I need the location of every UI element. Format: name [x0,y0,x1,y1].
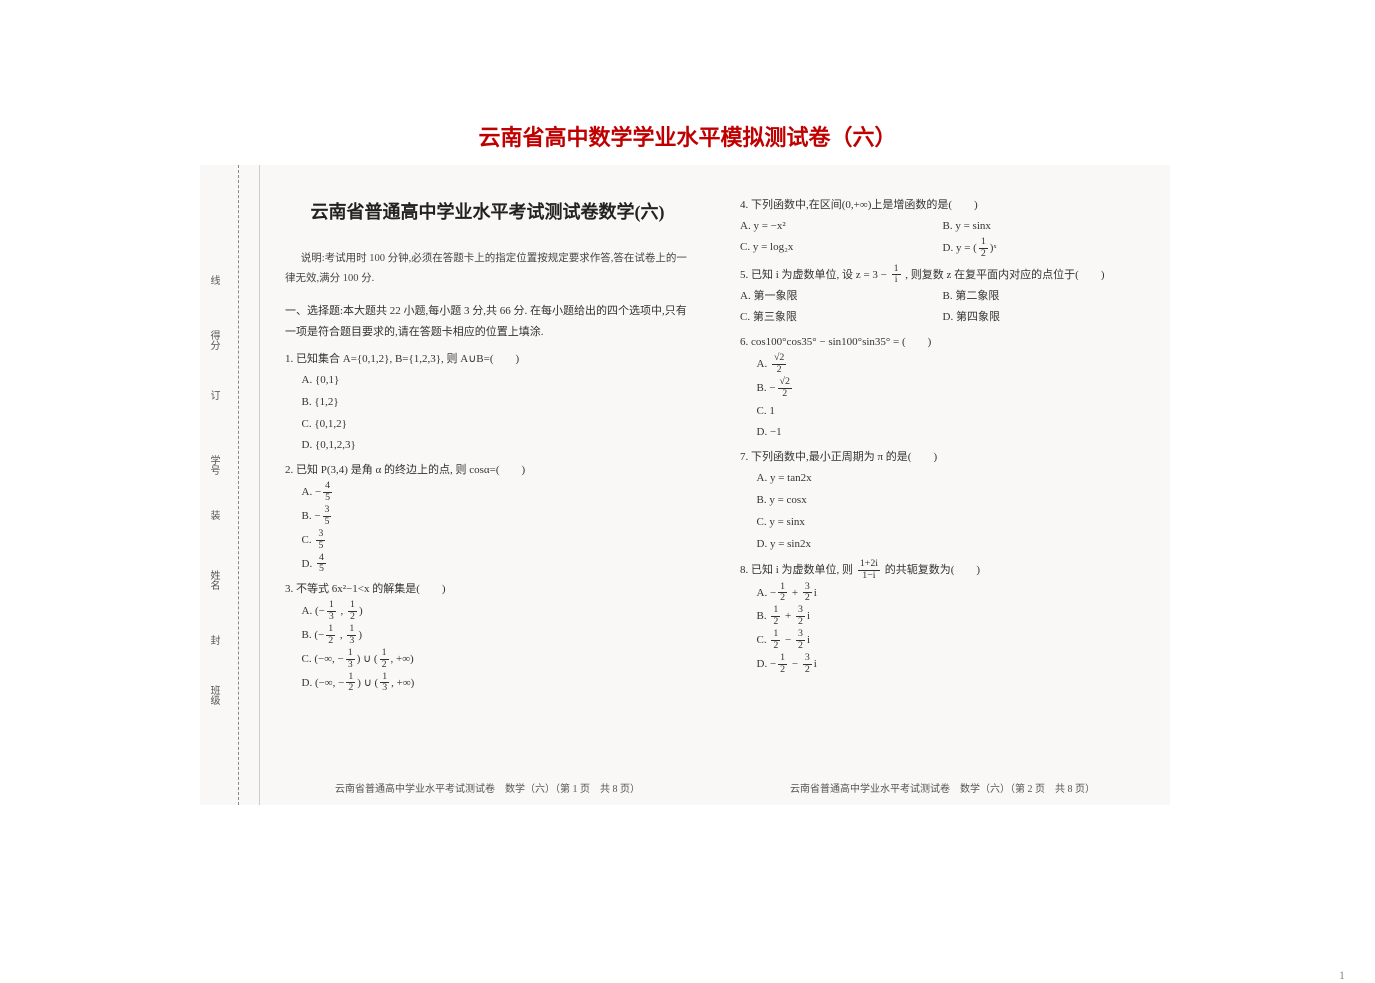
question-4: 4. 下列函数中,在区间(0,+∞)上是增函数的是( ) A. y = −x² … [740,195,1145,260]
section-1-head: 一、选择题:本大题共 22 小题,每小题 3 分,共 66 分. 在每小题给出的… [285,301,690,343]
q4-opt-b: B. y = sinx [943,216,1146,237]
left-footer: 云南省普通高中学业水平考试测试卷 数学（六）（第 1 页 共 8 页） [260,780,715,799]
q3-opt-d: D. (−∞, −12) ∪ (13, +∞) [302,672,691,695]
q1-opt-a: A. {0,1} [302,370,691,391]
main-title: 云南省高中数学学业水平模拟测试卷（六） [0,0,1375,152]
q7-opt-b: B. y = cosx [757,490,1146,511]
q8-opt-b: B. 12 + 32i [757,605,1146,628]
q8-opt-c: C. 12 − 32i [757,629,1146,652]
q1-stem: 1. 已知集合 A={0,1,2}, B={1,2,3}, 则 A∪B=( ) [285,349,690,370]
q6-opt-b: B. −√22 [757,377,1146,400]
left-page: 云南省普通高中学业水平考试测试卷数学(六) 说明:考试用时 100 分钟,必须在… [260,165,715,805]
question-5: 5. 已知 i 为虚数单位, 设 z = 3 − 1i , 则复数 z 在复平面… [740,264,1145,329]
q2-opt-a: A. −45 [302,481,691,504]
binding-label: 线 [206,275,221,285]
binding-label: 装 [206,510,221,520]
right-page: 4. 下列函数中,在区间(0,+∞)上是增函数的是( ) A. y = −x² … [715,165,1170,805]
q5-opt-a: A. 第一象限 [740,286,943,307]
binding-margin: 线 得分 订 学号 装 姓名 封 班级 [200,165,260,805]
question-6: 6. cos100°cos35° − sin100°sin35° = ( ) A… [740,332,1145,443]
paper-title: 云南省普通高中学业水平考试测试卷数学(六) [285,195,690,229]
binding-dashed-line [238,165,239,805]
q5-stem: 5. 已知 i 为虚数单位, 设 z = 3 − 1i , 则复数 z 在复平面… [740,264,1145,287]
q5-opt-c: C. 第三象限 [740,307,943,328]
q7-opt-a: A. y = tan2x [757,468,1146,489]
q1-opt-d: D. {0,1,2,3} [302,435,691,456]
binding-label: 订 [206,390,221,400]
q7-stem: 7. 下列函数中,最小正周期为 π 的是( ) [740,447,1145,468]
binding-label: 封 [206,635,221,645]
q2-stem: 2. 已知 P(3,4) 是角 α 的终边上的点, 则 cosα=( ) [285,460,690,481]
q6-stem: 6. cos100°cos35° − sin100°sin35° = ( ) [740,332,1145,353]
q3-opt-a: A. (−13 , 12) [302,600,691,623]
q6-opt-d: D. −1 [757,422,1146,443]
binding-label: 姓名 [206,570,221,590]
q7-opt-c: C. y = sinx [757,512,1146,533]
q8-opt-d: D. −12 − 32i [757,653,1146,676]
q5-opt-d: D. 第四象限 [943,307,1146,328]
q3-stem: 3. 不等式 6x²−1<x 的解集是( ) [285,579,690,600]
instructions: 说明:考试用时 100 分钟,必须在答题卡上的指定位置按规定要求作答,答在试卷上… [285,249,690,289]
q4-opt-d: D. y = (12)ˣ [943,237,1146,260]
question-7: 7. 下列函数中,最小正周期为 π 的是( ) A. y = tan2x B. … [740,447,1145,554]
q2-opt-d: D. 45 [302,553,691,576]
q1-opt-b: B. {1,2} [302,392,691,413]
q4-stem: 4. 下列函数中,在区间(0,+∞)上是增函数的是( ) [740,195,1145,216]
binding-label: 得分 [206,330,221,350]
q6-opt-c: C. 1 [757,401,1146,422]
q8-stem: 8. 已知 i 为虚数单位, 则 1+2i1−i 的共轭复数为( ) [740,559,1145,582]
q2-opt-b: B. −35 [302,505,691,528]
q3-opt-c: C. (−∞, −13) ∪ (12, +∞) [302,648,691,671]
q8-opt-a: A. −12 + 32i [757,582,1146,605]
paper-scan: 线 得分 订 学号 装 姓名 封 班级 云南省普通高中学业水平考试测试卷数学(六… [200,165,1170,805]
q7-opt-d: D. y = sin2x [757,534,1146,555]
binding-label: 班级 [206,685,221,705]
page-number: 1 [1339,968,1345,983]
q4-opt-c: C. y = log₂x [740,237,943,260]
question-8: 8. 已知 i 为虚数单位, 则 1+2i1−i 的共轭复数为( ) A. −1… [740,559,1145,676]
q3-opt-b: B. (−12 , 13) [302,624,691,647]
q5-opt-b: B. 第二象限 [943,286,1146,307]
question-2: 2. 已知 P(3,4) 是角 α 的终边上的点, 则 cosα=( ) A. … [285,460,690,575]
right-footer: 云南省普通高中学业水平考试测试卷 数学（六）（第 2 页 共 8 页） [715,780,1170,799]
q6-opt-a: A. √22 [757,353,1146,376]
binding-label: 学号 [206,455,221,475]
q1-opt-c: C. {0,1,2} [302,414,691,435]
q2-opt-c: C. 35 [302,529,691,552]
q4-opt-a: A. y = −x² [740,216,943,237]
question-3: 3. 不等式 6x²−1<x 的解集是( ) A. (−13 , 12) B. … [285,579,690,694]
question-1: 1. 已知集合 A={0,1,2}, B={1,2,3}, 则 A∪B=( ) … [285,349,690,456]
